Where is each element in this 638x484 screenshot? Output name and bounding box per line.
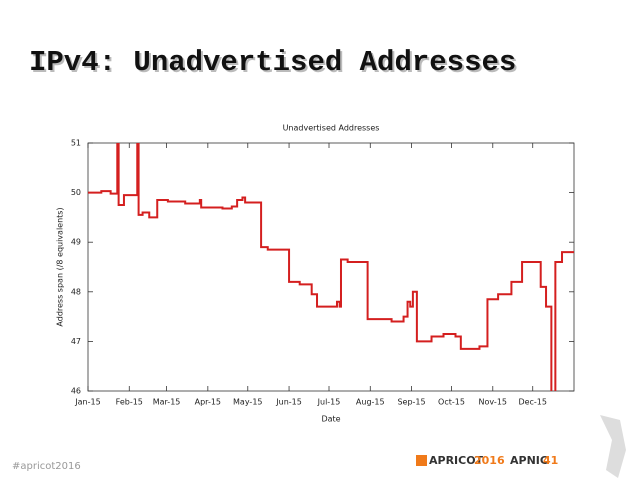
data-line [88,143,574,391]
x-tick-label: Aug-15 [356,398,385,407]
title-shadow: IPv4: Unadvertised Addresses [31,48,518,81]
logo-text: 41 [543,454,558,467]
x-axis-label: Date [321,415,340,424]
logo-text: APNIC [510,454,548,467]
slide-title: IPv4: Unadvertised Addresses [29,46,516,79]
x-tick-label: Jul-15 [317,398,341,407]
logo-text: 2016 [474,454,505,467]
hashtag: #apricot2016 [12,461,81,472]
x-tick-label: May-15 [233,398,262,407]
x-tick-label: Sep-15 [397,398,425,407]
y-tick-label: 46 [71,387,81,396]
x-tick-label: Jan-15 [74,398,100,407]
y-tick-label: 51 [71,139,81,148]
x-tick-label: Apr-15 [195,398,221,407]
x-tick-label: Feb-15 [116,398,143,407]
x-tick-label: Mar-15 [153,398,181,407]
map-icon [600,415,626,478]
x-tick-label: Jun-15 [275,398,302,407]
y-axis-label: Address span (/8 equivalents) [56,207,65,326]
logo-icon [416,455,427,466]
plot-frame [87,142,575,392]
x-tick-label: Dec-15 [518,398,547,407]
y-tick-label: 49 [71,238,81,247]
x-tick-label: Oct-15 [438,398,465,407]
x-tick-label: Nov-15 [479,398,507,407]
y-tick-label: 50 [71,188,81,197]
y-tick-label: 47 [71,337,81,346]
y-tick-label: 48 [71,287,81,296]
logo-text: APRICOT [429,454,484,467]
chart-title: Unadvertised Addresses [283,124,380,133]
